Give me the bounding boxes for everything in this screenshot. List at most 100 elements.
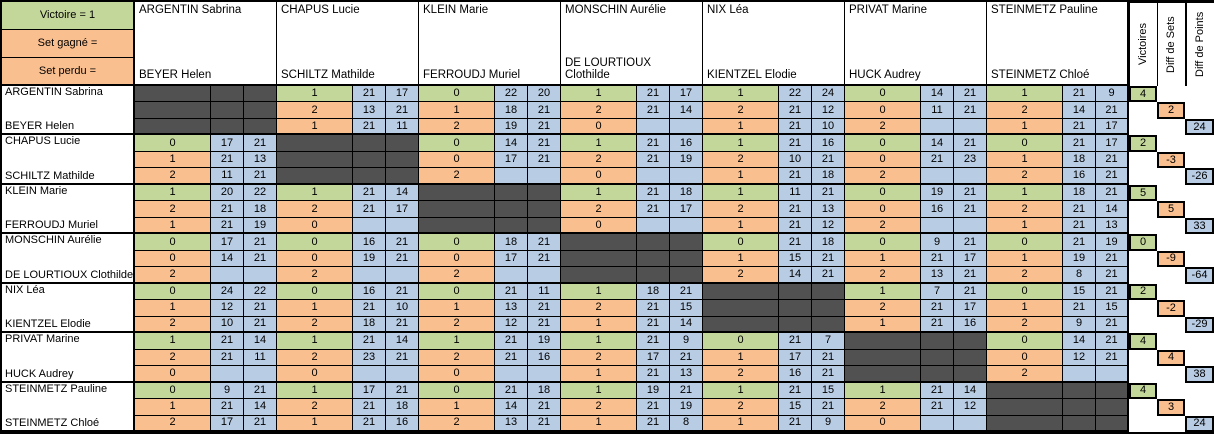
set-points-cell[interactable]: [670, 217, 703, 235]
set-points-cell[interactable]: 12: [211, 300, 244, 317]
score-cell[interactable]: 1: [703, 86, 779, 103]
score-cell[interactable]: 0: [987, 333, 1063, 350]
score-cell[interactable]: 1: [135, 217, 211, 235]
score-cell[interactable]: 1: [703, 250, 779, 268]
score-cell[interactable]: 0: [277, 366, 353, 383]
team-header-cell[interactable]: KLEIN Marie FERROUDJ Muriel: [419, 2, 561, 86]
score-cell[interactable]: 1: [703, 135, 779, 152]
set-points-cell[interactable]: 21: [921, 382, 954, 400]
score-cell[interactable]: 0: [419, 135, 495, 152]
set-points-cell[interactable]: 19: [528, 333, 561, 350]
score-cell[interactable]: 1: [703, 217, 779, 235]
legend-set-perdu-cell[interactable]: Set perdu =: [2, 58, 135, 86]
set-points-cell[interactable]: 19: [637, 382, 670, 400]
set-points-cell[interactable]: 9: [1096, 86, 1129, 103]
score-cell[interactable]: 0: [987, 135, 1063, 152]
set-points-cell[interactable]: 21: [244, 382, 277, 400]
set-points-cell[interactable]: 21: [637, 316, 670, 334]
diff-points-cell[interactable]: -29: [1185, 316, 1214, 334]
score-cell[interactable]: 1: [987, 86, 1063, 103]
set-points-cell[interactable]: 11: [211, 168, 244, 185]
score-cell[interactable]: 0: [419, 234, 495, 251]
set-points-cell[interactable]: 20: [211, 184, 244, 202]
set-points-cell[interactable]: 21: [1096, 102, 1129, 119]
score-cell[interactable]: 0: [845, 102, 921, 119]
set-points-cell[interactable]: 21: [528, 316, 561, 334]
set-points-cell[interactable]: 21: [812, 349, 845, 367]
set-points-cell[interactable]: 21: [1063, 217, 1096, 235]
set-points-cell[interactable]: [386, 267, 419, 284]
set-points-cell[interactable]: 21: [921, 300, 954, 317]
set-points-cell[interactable]: 16: [954, 316, 987, 334]
diff-sets-cell[interactable]: 2: [1157, 102, 1185, 119]
row-label-cell[interactable]: ARGENTIN Sabrina BEYER Helen: [2, 86, 135, 136]
set-points-cell[interactable]: 21: [353, 86, 386, 103]
set-points-cell[interactable]: 17: [353, 382, 386, 400]
set-points-cell[interactable]: 19: [353, 250, 386, 268]
set-points-cell[interactable]: 19: [1063, 250, 1096, 268]
set-points-cell[interactable]: 21: [244, 300, 277, 317]
set-points-cell[interactable]: [528, 168, 561, 185]
score-cell[interactable]: 0: [419, 382, 495, 400]
score-cell[interactable]: 0: [845, 201, 921, 218]
score-cell[interactable]: 1: [703, 118, 779, 136]
score-cell[interactable]: 1: [277, 300, 353, 317]
set-points-cell[interactable]: 21: [528, 151, 561, 169]
score-cell[interactable]: 2: [561, 300, 637, 317]
set-points-cell[interactable]: 17: [386, 86, 419, 103]
set-points-cell[interactable]: [353, 366, 386, 383]
score-cell[interactable]: 1: [561, 316, 637, 334]
score-cell[interactable]: 1: [277, 382, 353, 400]
score-cell[interactable]: 0: [277, 283, 353, 301]
score-cell[interactable]: 1: [987, 151, 1063, 169]
diff-sets-cell[interactable]: 5: [1157, 201, 1185, 218]
set-points-cell[interactable]: 15: [1096, 300, 1129, 317]
set-points-cell[interactable]: [386, 217, 419, 235]
set-points-cell[interactable]: 24: [211, 283, 244, 301]
score-cell[interactable]: 2: [419, 349, 495, 367]
set-points-cell[interactable]: 17: [779, 349, 812, 367]
set-points-cell[interactable]: 18: [495, 234, 528, 251]
set-points-cell[interactable]: 21: [670, 283, 703, 301]
set-points-cell[interactable]: 21: [386, 382, 419, 400]
set-points-cell[interactable]: 17: [211, 415, 244, 432]
score-cell[interactable]: 2: [987, 102, 1063, 119]
set-points-cell[interactable]: 21: [495, 333, 528, 350]
set-points-cell[interactable]: 21: [779, 333, 812, 350]
score-cell[interactable]: 0: [419, 86, 495, 103]
set-points-cell[interactable]: 18: [244, 201, 277, 218]
set-points-cell[interactable]: 21: [921, 250, 954, 268]
set-points-cell[interactable]: 21: [637, 333, 670, 350]
set-points-cell[interactable]: 17: [495, 151, 528, 169]
set-points-cell[interactable]: 21: [1096, 250, 1129, 268]
set-points-cell[interactable]: 21: [954, 135, 987, 152]
set-points-cell[interactable]: 22: [244, 184, 277, 202]
score-cell[interactable]: 1: [703, 382, 779, 400]
set-points-cell[interactable]: 21: [244, 316, 277, 334]
set-points-cell[interactable]: 21: [495, 382, 528, 400]
score-cell[interactable]: 2: [419, 118, 495, 136]
score-cell[interactable]: 2: [419, 415, 495, 432]
set-points-cell[interactable]: 21: [528, 250, 561, 268]
score-cell[interactable]: 0: [561, 118, 637, 136]
team-header-cell[interactable]: MONSCHIN Aurélie DE LOURTIOUX Clothilde: [561, 2, 703, 86]
set-points-cell[interactable]: 21: [244, 168, 277, 185]
summary-header-victoires[interactable]: Victoires: [1129, 2, 1157, 86]
set-points-cell[interactable]: [495, 267, 528, 284]
set-points-cell[interactable]: 21: [1063, 201, 1096, 218]
set-points-cell[interactable]: 21: [779, 382, 812, 400]
set-points-cell[interactable]: 21: [211, 201, 244, 218]
set-points-cell[interactable]: [670, 118, 703, 136]
set-points-cell[interactable]: 16: [353, 234, 386, 251]
set-points-cell[interactable]: 9: [670, 333, 703, 350]
summary-header-diff-points[interactable]: Diff de Points: [1185, 2, 1214, 86]
set-points-cell[interactable]: 21: [353, 300, 386, 317]
score-cell[interactable]: 1: [845, 250, 921, 268]
set-points-cell[interactable]: 21: [1063, 234, 1096, 251]
score-cell[interactable]: 1: [135, 184, 211, 202]
set-points-cell[interactable]: 14: [670, 316, 703, 334]
row-label-cell[interactable]: STEINMETZ Pauline STEINMETZ Chloé: [2, 382, 135, 432]
set-points-cell[interactable]: 21: [211, 151, 244, 169]
set-points-cell[interactable]: 18: [495, 102, 528, 119]
legend-victoire-cell[interactable]: Victoire = 1: [2, 2, 135, 30]
